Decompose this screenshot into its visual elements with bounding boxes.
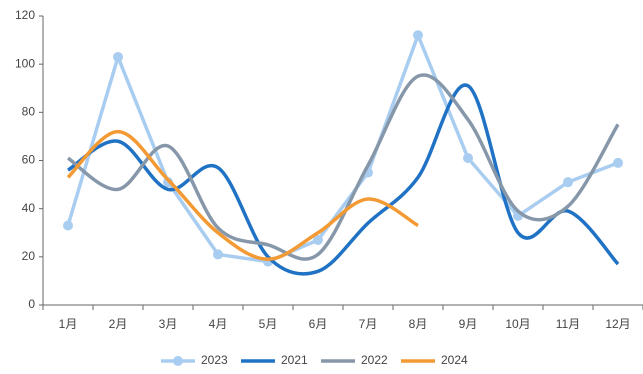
series-line	[66, 73, 620, 261]
y-tick-label: 100	[15, 56, 35, 70]
x-tick-label: 5月	[259, 317, 278, 331]
x-tick-label: 6月	[309, 317, 328, 331]
legend-label: 2024	[441, 353, 468, 367]
point	[113, 51, 123, 62]
series-line	[66, 129, 419, 261]
x-tick-label: 7月	[359, 317, 378, 331]
legend-marker	[173, 356, 183, 366]
series-line	[67, 83, 620, 276]
legend-label: 2023	[201, 353, 228, 367]
point	[463, 153, 473, 164]
point	[563, 177, 573, 188]
point	[213, 249, 223, 260]
point	[63, 220, 73, 231]
legend-label: 2021	[281, 353, 308, 367]
x-tick-label: 3月	[159, 317, 178, 331]
y-tick-label: 40	[22, 201, 36, 215]
point	[313, 234, 323, 245]
x-tick-label: 2月	[109, 317, 128, 331]
y-tick-label: 120	[15, 8, 35, 22]
x-tick-label: 12月	[605, 317, 630, 331]
y-tick-label: 80	[22, 105, 36, 119]
x-tick-label: 8月	[409, 317, 428, 331]
point	[413, 30, 423, 41]
x-tick-label: 4月	[209, 317, 228, 331]
legend-label: 2022	[361, 353, 388, 367]
x-tick-label: 1月	[59, 317, 78, 331]
x-tick-label: 11月	[556, 317, 580, 331]
x-tick-label: 10月	[505, 317, 530, 331]
y-tick-label: 60	[22, 153, 36, 167]
point	[613, 157, 623, 168]
y-tick-label: 20	[22, 249, 36, 263]
x-tick-label: 9月	[459, 317, 478, 331]
y-tick-label: 0	[28, 297, 35, 311]
series-line	[66, 33, 619, 264]
